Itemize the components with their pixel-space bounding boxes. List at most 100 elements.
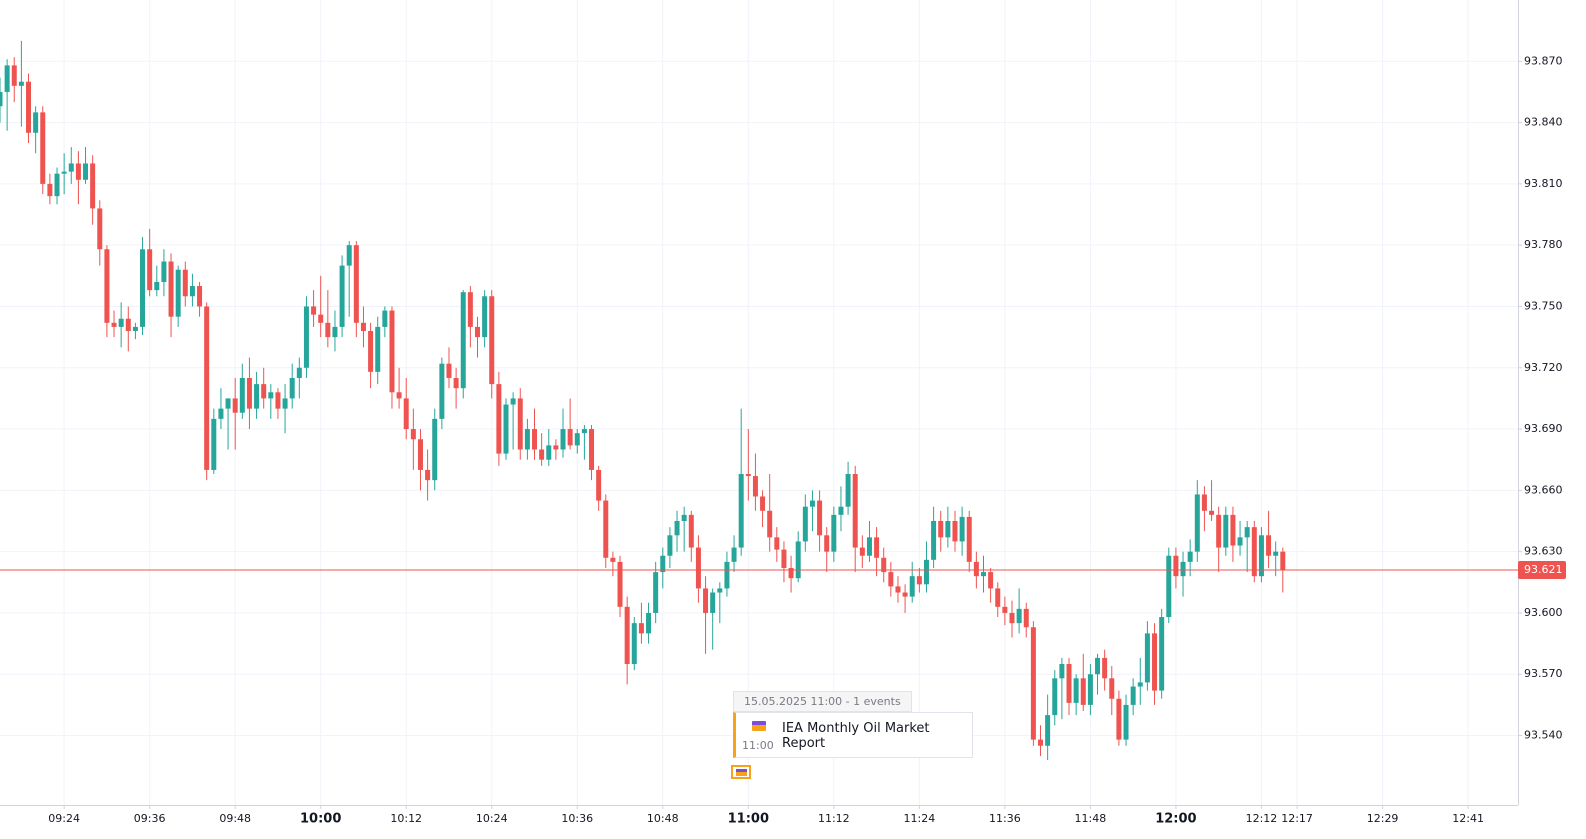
candle-body [931,521,937,560]
x-tick-label: 11:12 [818,812,850,825]
y-tick-label: 93.870 [1524,54,1563,67]
candle-body [852,474,858,548]
candle-body [353,245,359,323]
candle-body [596,469,602,501]
candle-body [717,588,723,593]
candle-body [760,496,766,511]
x-tick-label: 11:00 [728,812,769,827]
candle-body [40,112,46,184]
candle-body [0,91,3,107]
candle-body [318,314,324,323]
candle-body [389,310,395,393]
candle-body [1130,686,1136,705]
candle-body [211,418,217,470]
event-marker[interactable] [731,765,751,779]
x-tick-label: 10:00 [300,812,341,827]
candle-body [567,429,573,446]
candle-body [553,445,559,450]
candle-body [1066,664,1072,703]
candle-body [1052,678,1058,716]
y-tick-label: 93.660 [1524,483,1563,496]
candle-body [154,281,160,291]
candle-body [695,547,701,589]
candle-body [959,516,965,542]
plot-area [0,0,1518,805]
candle-body [731,547,737,562]
candle-body [1059,664,1065,679]
candle-body [261,384,267,399]
candle-body [232,398,238,413]
candle-body [966,516,972,562]
y-tick-label: 93.780 [1524,238,1563,251]
candle-body [218,408,224,419]
candle-body [1266,535,1272,556]
candle-body [54,173,60,197]
candle-body [289,377,295,399]
candle-body [1166,555,1172,618]
candle-body [246,377,252,409]
candle-body [496,384,502,454]
candle-body [767,510,773,538]
candle-body [1038,739,1044,746]
candle-body [1159,617,1165,691]
candle-body [18,81,24,86]
candle-body [795,541,801,579]
candle-body [375,326,381,372]
candle-body [1080,678,1086,705]
candle-body [147,249,153,291]
candle-body [332,326,338,338]
candle-body [546,445,552,460]
candle-body [610,557,616,562]
candle-body [1045,715,1051,746]
candle-body [1116,698,1122,740]
candle-body [239,377,245,413]
candle-body [938,521,944,538]
candle-body [1073,678,1079,703]
candle-body [1216,514,1222,548]
candle-body [204,306,210,470]
candle-body [774,537,780,550]
candle-body [1137,682,1143,687]
candle-body [1209,510,1215,515]
candle-body [688,514,694,548]
candle-body [859,547,865,556]
candle-body [503,404,509,454]
candle-body [574,433,580,446]
candle-body [325,322,331,338]
candle-body [802,506,808,542]
candle-body [788,567,794,579]
candle-body [1244,527,1250,538]
candle-body [1087,674,1093,705]
x-tick-label: 12:12 [1246,812,1278,825]
candle-body [973,561,979,577]
candle-body [703,588,709,613]
candle-body [824,535,830,552]
candle-body [189,286,195,297]
candle-body [724,561,730,589]
candle-body [311,306,317,315]
candle-body [482,296,488,338]
candle-body [874,537,880,558]
candle-body [560,429,566,450]
candle-body [980,572,986,577]
event-tooltip: 15.05.2025 11:00 - 1 events IEA Monthly … [733,690,973,758]
candle-body [1180,561,1186,577]
price-label-bg [1518,561,1566,580]
candle-body [589,429,595,470]
candle-body [667,535,673,556]
candle-body [923,559,929,585]
candle-body [781,549,787,568]
candle-body [489,296,495,385]
candle-body [303,306,309,368]
candle-body [111,322,117,327]
candle-body [432,418,438,481]
candle-body [653,572,659,613]
candle-body [952,521,958,542]
candle-body [631,623,637,665]
y-tick-label: 93.570 [1524,667,1563,680]
candle-body [1230,514,1236,546]
candle-body [339,265,345,327]
candle-body [161,261,167,282]
y-tick-label: 93.810 [1524,177,1563,190]
candle-body [439,363,445,419]
